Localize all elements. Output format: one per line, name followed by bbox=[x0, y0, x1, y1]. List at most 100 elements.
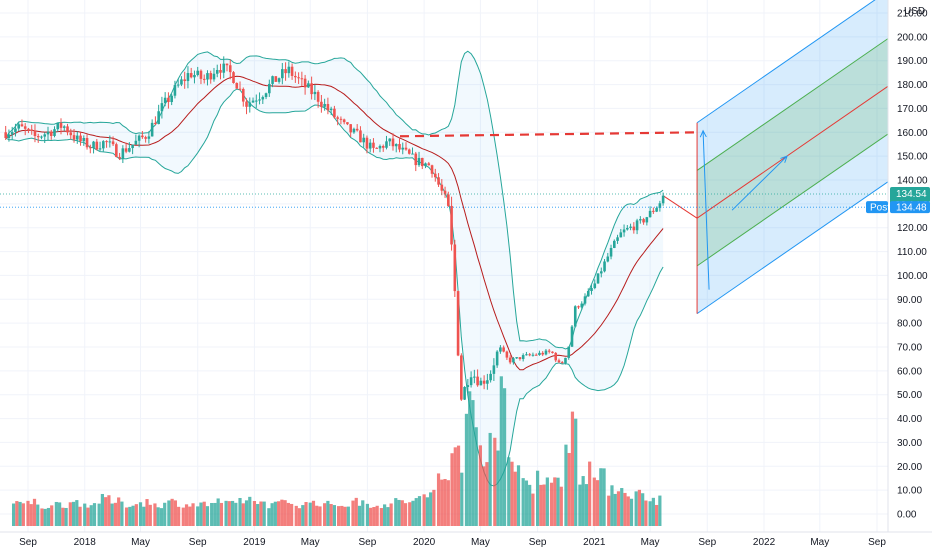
volume-bar bbox=[478, 445, 482, 526]
volume-bar bbox=[613, 493, 617, 526]
volume-bar bbox=[43, 508, 47, 526]
candle-body bbox=[544, 350, 548, 355]
y-tick-label: 110.00 bbox=[897, 247, 927, 258]
time-axis[interactable]: Sep 2018 May Sep 2019 May Sep 2020 May Sep 2021 May… bbox=[0, 531, 932, 550]
volume-bar bbox=[460, 472, 464, 526]
candle-body bbox=[648, 210, 652, 218]
volume-bar bbox=[286, 502, 290, 526]
y-tick-label: 140.00 bbox=[897, 176, 928, 187]
x-tick-label: 2018 bbox=[74, 537, 97, 548]
chart-annotations[interactable] bbox=[399, 131, 701, 138]
candle-body bbox=[157, 111, 160, 125]
volume-bar bbox=[188, 506, 192, 526]
volume-bar bbox=[58, 502, 62, 526]
volume-bar bbox=[205, 506, 210, 526]
price-axis-bg bbox=[888, 0, 932, 532]
candle-body bbox=[23, 126, 27, 129]
volume-bar bbox=[641, 493, 645, 526]
candle-body bbox=[381, 145, 385, 148]
volume-bar bbox=[408, 502, 412, 526]
volume-bar bbox=[493, 437, 497, 526]
pitchfork-lower-line bbox=[696, 179, 891, 315]
candle-body bbox=[69, 132, 73, 136]
pitchfork-inner-upper bbox=[696, 36, 891, 171]
volume-bar bbox=[443, 478, 447, 526]
volume-bar bbox=[308, 502, 312, 526]
volume-bar bbox=[124, 507, 129, 526]
volume-bar bbox=[648, 501, 652, 526]
candle-body bbox=[333, 108, 336, 118]
candle-body bbox=[420, 157, 424, 167]
volume-bar bbox=[403, 503, 408, 526]
volume-bar bbox=[510, 461, 514, 526]
volume-bar bbox=[386, 507, 390, 526]
candle-body bbox=[342, 119, 346, 123]
volume-bar bbox=[535, 470, 540, 526]
price-axis[interactable]: USD 210.00 200.00 190.00 180.00 170.00 160.00… bbox=[887, 0, 932, 532]
x-tick-label: Sep bbox=[868, 537, 886, 548]
volume-bar bbox=[107, 495, 111, 526]
pitchfork-channel[interactable] bbox=[662, 0, 891, 315]
y-tick-label: 60.00 bbox=[897, 366, 922, 377]
volume-bar bbox=[256, 504, 260, 526]
volume-bar bbox=[153, 503, 157, 526]
arrow-up[interactable] bbox=[702, 130, 710, 290]
volume-bar bbox=[323, 503, 327, 526]
volume-bar bbox=[273, 501, 277, 526]
candle-body bbox=[460, 355, 463, 400]
volume-bar bbox=[219, 502, 224, 526]
volume-bar bbox=[297, 508, 302, 526]
y-tick-label: 90.00 bbox=[897, 295, 922, 306]
y-tick-label: 160.00 bbox=[897, 128, 928, 139]
candle-body bbox=[476, 376, 479, 386]
volume-bar bbox=[145, 499, 149, 526]
volume-bar bbox=[499, 376, 503, 526]
candle-body bbox=[580, 303, 584, 308]
candle-body bbox=[268, 83, 271, 94]
candle-body bbox=[336, 117, 339, 119]
volume-bar bbox=[607, 495, 611, 526]
volume-bar bbox=[71, 501, 76, 526]
volume-bar bbox=[15, 501, 19, 526]
y-tick-label: 200.00 bbox=[897, 32, 928, 43]
volume-bar bbox=[411, 500, 415, 526]
volume-bar bbox=[64, 507, 68, 526]
candle-body bbox=[577, 306, 580, 308]
volume-bar bbox=[267, 508, 271, 526]
volume-bar bbox=[184, 504, 189, 526]
candle-body bbox=[10, 132, 14, 135]
candle-body bbox=[297, 77, 300, 79]
candle-body bbox=[349, 124, 352, 133]
candle-body bbox=[89, 147, 92, 149]
candle-body bbox=[176, 84, 180, 86]
candle-body bbox=[40, 136, 43, 138]
candle-body bbox=[450, 205, 453, 245]
candle-body bbox=[453, 244, 457, 292]
y-tick-label: 170.00 bbox=[897, 104, 928, 115]
volume-bar bbox=[485, 462, 489, 526]
volume-bar bbox=[369, 507, 373, 526]
x-tick-label: May bbox=[810, 537, 829, 548]
volume-bar bbox=[50, 505, 54, 526]
candle-body bbox=[593, 283, 597, 289]
volume-bar bbox=[224, 500, 228, 526]
candle-body bbox=[320, 101, 323, 107]
volume-bar bbox=[578, 484, 582, 526]
candle-body bbox=[372, 142, 375, 148]
volume-bar bbox=[177, 506, 181, 526]
volume-bar bbox=[159, 508, 164, 526]
pitchfork-upper-line bbox=[696, 0, 876, 124]
volume-bar bbox=[173, 500, 177, 526]
candle-body bbox=[329, 108, 333, 111]
candle-body bbox=[447, 194, 450, 206]
candle-body bbox=[499, 347, 502, 352]
volume-bar bbox=[453, 447, 457, 526]
resistance-line[interactable] bbox=[399, 131, 701, 138]
candle-body bbox=[440, 184, 444, 191]
volume-bar bbox=[357, 505, 362, 526]
arrow-trend[interactable] bbox=[731, 155, 788, 211]
candle-body bbox=[394, 144, 398, 147]
volume-bar bbox=[468, 391, 472, 526]
